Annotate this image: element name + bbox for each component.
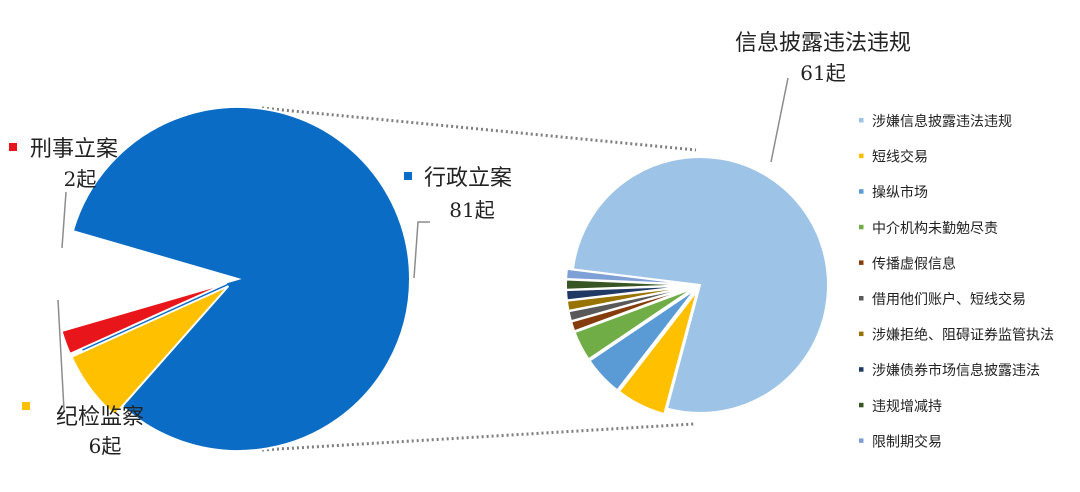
legend-label: 借用他们账户、短线交易: [872, 291, 1026, 307]
sub-pie: [565, 156, 829, 416]
label-marker-行政立案: [404, 172, 412, 180]
legend-label: 短线交易: [872, 149, 928, 165]
legend-swatch: [859, 438, 864, 443]
label-value-刑事立案: 2起: [64, 167, 97, 191]
legend-item: 涉嫌债券市场信息披露违法: [859, 362, 1040, 378]
legend-item: 限制期交易: [859, 433, 942, 449]
label-name-行政立案: 行政立案: [424, 166, 512, 191]
label-marker-纪检监察: [22, 402, 30, 410]
label-value-纪检监察: 6起: [89, 434, 122, 458]
sub-pie-callout: 信息披露违法违规 61起: [735, 31, 911, 163]
legend-item: 涉嫌拒绝、阻碍证券监管执法: [859, 327, 1054, 343]
legend-label: 涉嫌债券市场信息披露违法: [872, 362, 1040, 378]
legend-swatch: [859, 367, 864, 372]
legend-swatch: [859, 331, 864, 337]
slice-纪检监察: [70, 285, 230, 417]
legend-item: 违规增减持: [859, 398, 942, 414]
callout-value: 61起: [800, 61, 845, 85]
legend-item: 传播虚假信息: [859, 255, 956, 271]
legend-swatch: [859, 189, 864, 194]
slice-短线交易: [617, 289, 699, 416]
legend-swatch: [859, 260, 864, 265]
label-name-刑事立案: 刑事立案: [30, 137, 118, 162]
legend-swatch: [859, 224, 864, 230]
legend-label: 操纵市场: [872, 184, 928, 200]
legend-swatch: [859, 153, 864, 159]
legend-label: 传播虚假信息: [872, 255, 956, 271]
slice-操纵市场: [588, 288, 697, 392]
connector-lines: [261, 106, 697, 452]
legend-item: 中介机构未勤勉尽责: [859, 220, 998, 236]
slice-涉嫌信息披露违法违规: [571, 156, 829, 414]
legend-swatch: [859, 296, 864, 301]
label-marker-刑事立案: [9, 143, 17, 151]
legend-label: 中介机构未勤勉尽责: [872, 220, 998, 236]
legend-item: 操纵市场: [859, 184, 928, 200]
label-value-行政立案: 81起: [449, 198, 494, 222]
leader-line-刑事立案: [61, 191, 67, 249]
leader-line-纪检监察: [57, 299, 65, 411]
legend-item: 借用他们账户、短线交易: [859, 291, 1026, 307]
legend-label: 涉嫌拒绝、阻碍证券监管执法: [872, 327, 1054, 343]
slice-刑事立案: [60, 282, 228, 356]
connector-bottom: [261, 422, 695, 452]
label-name-纪检监察: 纪检监察: [56, 405, 144, 430]
legend: 涉嫌信息披露违法违规短线交易操纵市场中介机构未勤勉尽责传播虚假信息借用他们账户、…: [859, 113, 1054, 449]
callout-leader-line: [770, 77, 789, 163]
legend-label: 涉嫌信息披露违法违规: [872, 113, 1012, 129]
legend-item: 短线交易: [859, 149, 928, 165]
legend-label: 违规增减持: [872, 398, 942, 414]
leader-line-行政立案: [413, 221, 430, 279]
slice-限制期交易: [565, 267, 695, 286]
legend-item: 涉嫌信息披露违法违规: [859, 113, 1012, 129]
callout-name: 信息披露违法违规: [735, 31, 911, 56]
legend-swatch: [859, 118, 864, 123]
legend-swatch: [859, 402, 864, 408]
legend-label: 限制期交易: [872, 433, 942, 449]
main-pie: [60, 106, 411, 452]
